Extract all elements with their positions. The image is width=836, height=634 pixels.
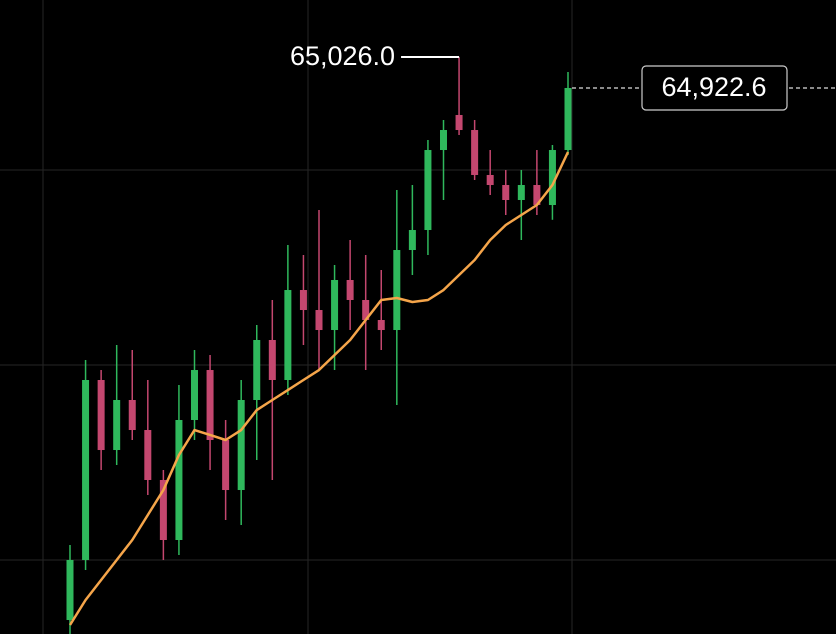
candle-body (486, 174, 494, 186)
candle-body (82, 379, 90, 560)
candle-body (191, 370, 198, 420)
candle-body (564, 87, 572, 151)
candle-body (377, 319, 385, 331)
candle-body (331, 279, 339, 331)
candle-body (113, 399, 121, 451)
max-label: 65,026.0 (290, 41, 395, 71)
candle-body (253, 339, 261, 400)
candle-body (471, 130, 479, 175)
candle-body (440, 130, 447, 151)
candle-body (315, 310, 323, 331)
candle-body (533, 185, 541, 206)
last-price-label: 64,922.6 (661, 72, 766, 102)
candle-body (548, 150, 556, 206)
candle-body (393, 250, 401, 331)
candle-body (159, 479, 167, 540)
candle-body (175, 419, 183, 540)
candle-body (206, 370, 214, 440)
last-price-box (641, 65, 788, 111)
candle-body (128, 399, 136, 431)
moving-average (68, 151, 570, 626)
candle-body (517, 185, 525, 200)
candle-body (408, 230, 416, 251)
candle-body (268, 339, 276, 380)
candle-body (144, 430, 152, 480)
candle-body (424, 150, 432, 231)
candle-body (237, 399, 245, 491)
candle-body (299, 290, 307, 311)
candle-body (284, 290, 292, 380)
candle-body (66, 559, 74, 620)
candle-body (455, 114, 463, 131)
candle-body (222, 439, 230, 491)
candle-body (346, 279, 354, 300)
candle-body (362, 299, 370, 320)
candle-body (502, 185, 510, 200)
candle-body (97, 379, 105, 451)
